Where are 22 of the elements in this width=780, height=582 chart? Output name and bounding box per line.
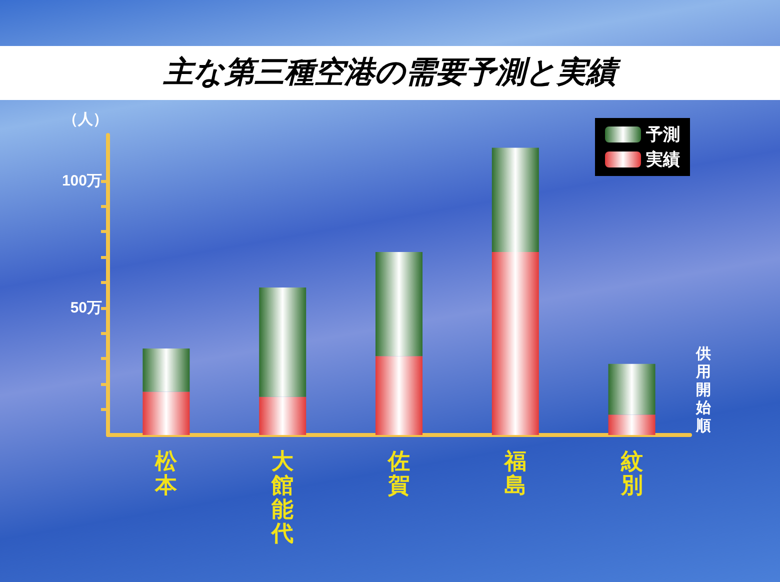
bar — [608, 364, 656, 415]
bar — [259, 396, 306, 435]
y-axis-title: （人） — [63, 111, 108, 128]
x-axis-title: 供用開始順 — [695, 346, 712, 434]
bar — [492, 148, 539, 252]
x-tick-label: 紋別 — [620, 448, 644, 498]
bar — [492, 252, 539, 435]
bar — [142, 348, 190, 392]
legend-label: 予測 — [645, 125, 680, 144]
bar — [376, 252, 422, 356]
x-tick-label: 佐賀 — [387, 448, 410, 498]
y-tick-label: 100万 — [62, 172, 102, 190]
chart-title: 主な第三種空港の需要予測と実績 — [0, 46, 780, 100]
x-tick-label: 福島 — [503, 448, 526, 498]
x-tick-label: 松本 — [154, 448, 178, 498]
bar — [376, 356, 422, 435]
bar — [608, 414, 656, 435]
y-tick-label: 50万 — [70, 299, 102, 316]
x-tick-label: 大館能代 — [270, 448, 295, 546]
bar — [142, 392, 190, 435]
legend-label: 実績 — [645, 150, 680, 169]
bar — [259, 288, 306, 397]
